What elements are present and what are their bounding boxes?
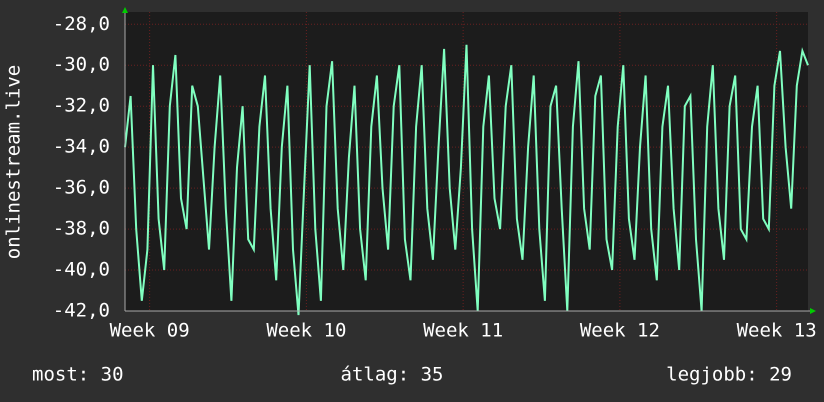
y-tick-label: -40,0 (53, 259, 110, 281)
stat-current: most: 30 (32, 364, 124, 386)
grid (125, 12, 808, 312)
y-tick-label: -30,0 (53, 54, 110, 76)
plot (124, 44, 809, 316)
x-tick-label: Week 09 (110, 320, 190, 342)
data-line (124, 44, 809, 316)
x-arrow (810, 308, 816, 314)
x-tick-label: Week 13 (737, 320, 817, 342)
y-axis-label: onlinestream.live (3, 65, 25, 259)
y-tick-label: -42,0 (53, 300, 110, 322)
stat-max: legjobb: 29 (666, 364, 792, 386)
y-tick-label: -34,0 (53, 136, 110, 158)
x-tick-label: Week 12 (580, 320, 660, 342)
x-tick-label: Week 11 (423, 320, 503, 342)
y-tick-label: -32,0 (53, 95, 110, 117)
x-tick-label: Week 10 (266, 320, 346, 342)
y-tick-label: -28,0 (53, 13, 110, 35)
y-tick-label: -38,0 (53, 218, 110, 240)
y-arrow (122, 7, 128, 13)
stat-average: átlag: 35 (341, 364, 444, 386)
y-tick-label: -36,0 (53, 177, 110, 199)
